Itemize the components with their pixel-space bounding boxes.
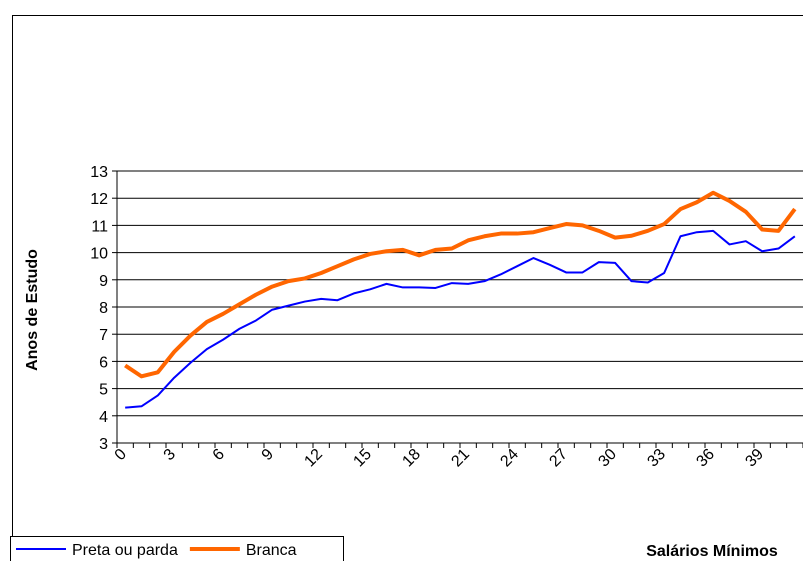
y-tick-label: 10 <box>90 246 108 263</box>
y-tick-label: 9 <box>99 273 108 290</box>
y-tick-label: 11 <box>91 218 108 235</box>
x-axis-label: Salários Mínimos <box>646 543 778 560</box>
y-tick-label: 4 <box>99 409 108 426</box>
y-tick-label: 3 <box>99 436 108 453</box>
legend: Preta ou parda Branca <box>10 536 344 561</box>
y-tick-label: 8 <box>99 300 108 317</box>
series-line <box>124 190 797 379</box>
series-line <box>125 229 796 409</box>
y-tick-label: 13 <box>90 164 108 181</box>
y-tick-label: 5 <box>99 382 108 399</box>
legend-label: Branca <box>246 542 297 559</box>
legend-label: Preta ou parda <box>72 542 178 559</box>
y-tick-label: 7 <box>99 327 108 344</box>
y-tick-label: 6 <box>99 354 108 371</box>
y-axis-label: Anos de Estudo <box>24 249 41 371</box>
y-tick-label: 12 <box>90 191 108 208</box>
